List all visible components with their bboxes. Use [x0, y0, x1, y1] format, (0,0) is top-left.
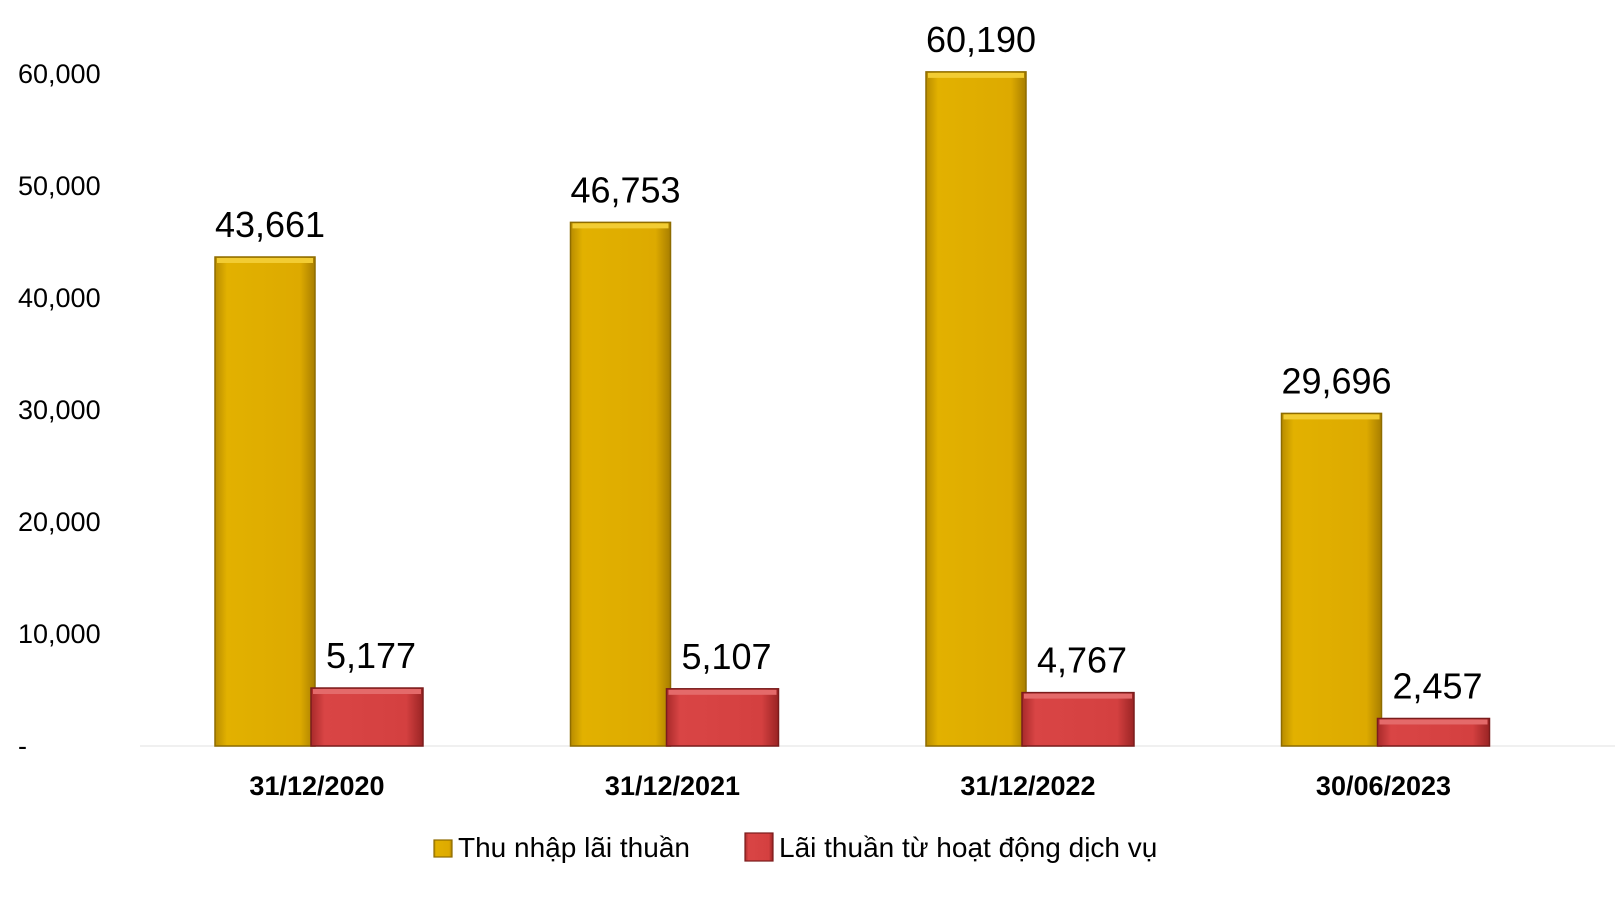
data-label: 5,177 — [326, 635, 416, 676]
bar-top-bevel — [217, 257, 313, 263]
y-tick-label: 30,000 — [18, 395, 101, 425]
legend-label: Thu nhập lãi thuần — [458, 832, 690, 863]
y-tick-label: - — [18, 731, 27, 761]
bar-thu-nhap-lai-thuan — [214, 256, 316, 747]
y-tick-label: 50,000 — [18, 171, 101, 201]
bar-top-bevel — [668, 689, 777, 695]
bar-top-bevel — [928, 72, 1024, 78]
bar-top-bevel — [572, 223, 669, 229]
data-label: 2,457 — [1392, 665, 1482, 706]
legend-swatch — [744, 832, 774, 862]
legend-swatch — [433, 839, 453, 858]
data-label: 43,661 — [215, 204, 325, 245]
data-label: 5,107 — [681, 636, 771, 677]
x-tick-label: 31/12/2022 — [960, 771, 1095, 801]
bars: 43,661 5,177 46,753 5,107 60,190 4,767 29,696 2… — [214, 19, 1491, 747]
x-axis: 31/12/2020 31/12/2021 31/12/2022 30/06/2023 — [249, 771, 1451, 801]
bar-top-bevel — [1024, 693, 1132, 699]
bar-thu-nhap-lai-thuan — [925, 71, 1027, 747]
y-tick-label: 10,000 — [18, 619, 101, 649]
bar-top-bevel — [313, 689, 421, 695]
y-tick-label: 20,000 — [18, 507, 101, 537]
bar-top-bevel — [1379, 719, 1488, 725]
x-tick-label: 30/06/2023 — [1316, 771, 1451, 801]
bar-lai-thuan-dich-vu — [310, 687, 424, 747]
y-axis: - 10,000 20,000 30,000 40,000 50,000 60,000 — [18, 59, 101, 761]
y-tick-label: 60,000 — [18, 59, 101, 89]
bar-lai-thuan-dich-vu — [1021, 691, 1135, 747]
data-label: 60,190 — [926, 19, 1036, 60]
x-tick-label: 31/12/2020 — [249, 771, 384, 801]
y-tick-label: 40,000 — [18, 283, 101, 313]
data-label: 4,767 — [1037, 640, 1127, 681]
bar-top-bevel — [1283, 414, 1380, 420]
data-label: 46,753 — [570, 169, 680, 210]
bar-lai-thuan-dich-vu — [665, 688, 780, 747]
bar-thu-nhap-lai-thuan — [569, 221, 672, 747]
data-label: 29,696 — [1281, 360, 1391, 401]
x-tick-label: 31/12/2021 — [605, 771, 740, 801]
bar-thu-nhap-lai-thuan — [1280, 412, 1383, 747]
legend: Thu nhập lãi thuần Lãi thuần từ hoạt động… — [433, 832, 1157, 863]
legend-label: Lãi thuần từ hoạt động dịch vụ — [779, 832, 1157, 863]
